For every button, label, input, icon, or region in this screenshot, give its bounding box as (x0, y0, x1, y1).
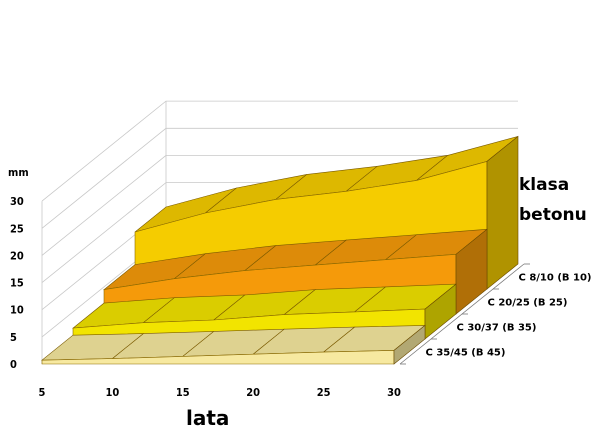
x-axis-label: lata (186, 406, 229, 430)
series-4-front-face (41, 350, 395, 365)
x-tick-label-5: 30 (387, 386, 401, 399)
depth-label-4: C 35/45 (B 45) (426, 348, 506, 359)
depth-label-1: C 8/10 (B 10) (519, 273, 592, 284)
series-layer (41, 135, 519, 365)
y-tick-label-0: 0 (10, 358, 17, 371)
x-tick-label-3: 20 (246, 386, 260, 399)
x-tick-label-1: 10 (106, 386, 120, 399)
z-axis-label: klasa betonu (519, 175, 587, 225)
y-tick-label-1: 5 (10, 331, 17, 344)
y-tick-label-2: 10 (10, 304, 24, 317)
y-axis-label: mm (8, 166, 29, 179)
series-4-side-face (393, 324, 426, 365)
x-tick-label-2: 15 (176, 386, 190, 399)
y-tick-label-3: 15 (10, 277, 24, 290)
y-tick-label-6: 30 (10, 195, 24, 208)
depth-label-3: C 30/37 (B 35) (457, 323, 537, 334)
z-axis-label-line-2: betonu (519, 205, 587, 225)
z-axis-label-line-1: klasa (519, 175, 569, 195)
y-tick-label-4: 20 (10, 249, 24, 262)
x-tick-label-4: 25 (317, 386, 331, 399)
series-4 (41, 324, 426, 365)
series-1-side-face (486, 135, 519, 290)
series-3 (72, 283, 457, 340)
x-tick-label-0: 5 (39, 386, 46, 399)
y-tick-label-5: 25 (10, 222, 24, 235)
depth-label-2: C 20/25 (B 25) (488, 298, 568, 309)
axis-layer: mm lata klasa betonu C 8/10 (B 10) C 20/2… (8, 166, 592, 430)
